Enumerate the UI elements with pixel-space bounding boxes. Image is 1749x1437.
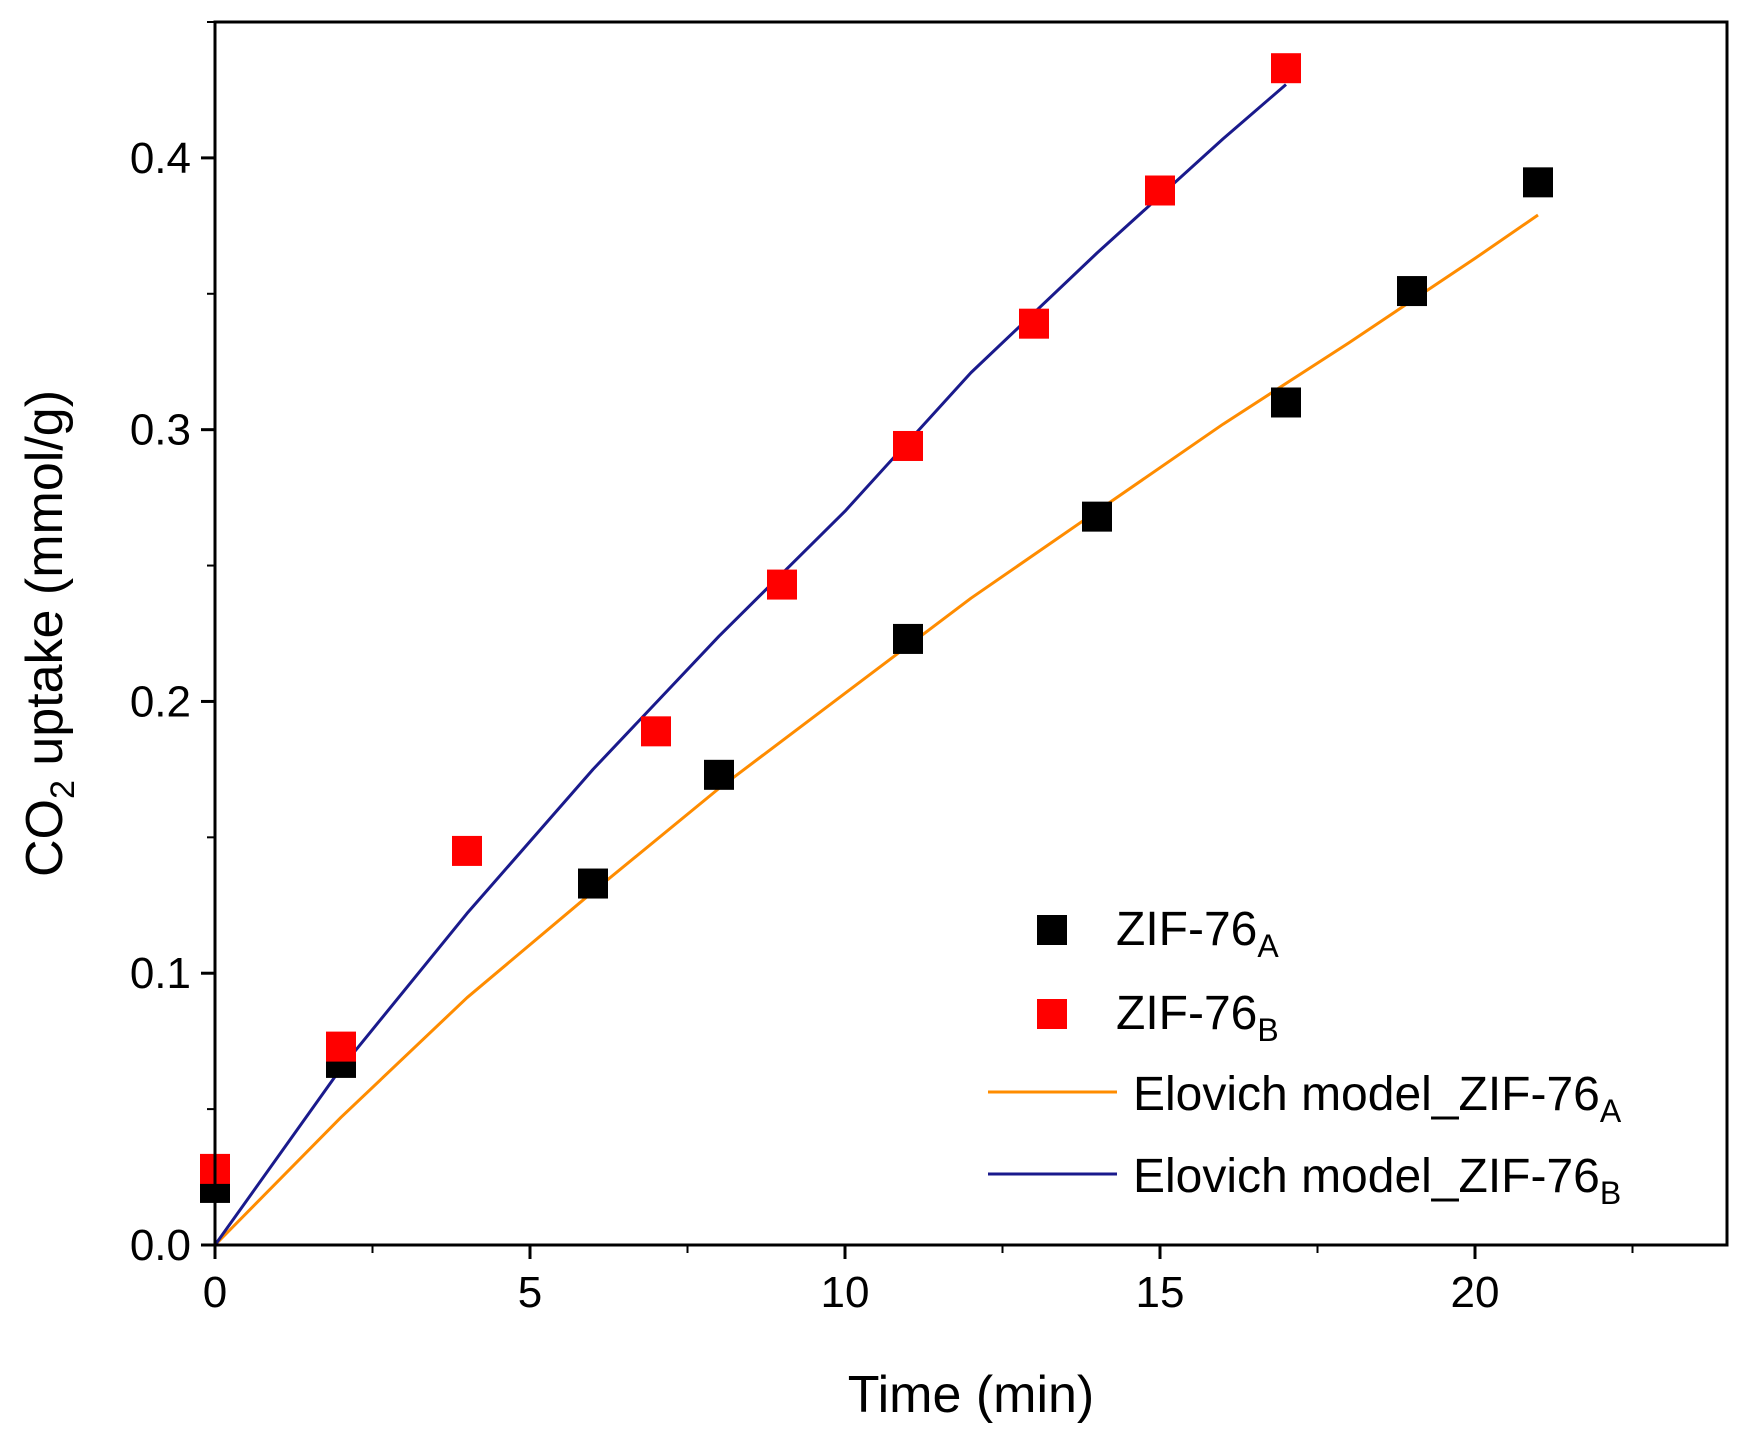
x-tick-label: 20 [1451,1268,1500,1317]
data-point-series-0 [1523,167,1553,198]
data-point-series-1 [1271,53,1301,84]
legend-label-elovich-a: Elovich model_ZIF-76A [1133,1068,1622,1129]
data-point-series-0 [1397,276,1427,307]
x-tick-label: 10 [821,1268,870,1317]
legend-swatch-zif76a [1037,915,1067,945]
plot-frame [213,20,1729,1247]
x-tick-label: 15 [1136,1268,1185,1317]
y-axis-title-rest: uptake (mmol/g) [16,390,74,780]
data-point-series-1 [641,716,671,747]
data-point-series-1 [452,835,482,866]
y-axis-title: CO2 uptake (mmol/g) [16,390,82,877]
y-tick-label: 0.4 [130,134,191,183]
data-point-series-1 [1145,175,1175,206]
legend-label-zif76a-sub: A [1257,928,1279,964]
legend-label-zif76b-main: ZIF-76 [1116,987,1257,1040]
legend-label-zif76a-main: ZIF-76 [1116,903,1257,956]
x-axis-title: Time (min) [848,1366,1095,1424]
legend-label-elovich-a-main: Elovich model_ZIF-76 [1133,1068,1600,1121]
legend-label-zif76b: ZIF-76B [1116,987,1279,1048]
ticks-layer: 0 5 10 15 20 0.0 0.1 0.2 0.3 0.4 [130,21,1634,1317]
data-point-series-0 [578,868,608,899]
data-point-series-1 [767,569,797,600]
data-point-series-0 [893,623,923,654]
data-point-series-1 [893,430,923,461]
data-point-series-0 [1082,501,1112,532]
data-point-series-1 [326,1031,356,1062]
y-tick-label: 0.3 [130,406,191,455]
y-tick-label: 0.0 [130,1221,191,1270]
data-point-series-0 [1271,387,1301,418]
legend-label-elovich-b: Elovich model_ZIF-76B [1133,1150,1621,1211]
x-tick-label: 0 [203,1268,227,1317]
legend-label-elovich-a-sub: A [1600,1093,1622,1129]
legend: ZIF-76A ZIF-76B Elovich model_ZIF-76A El… [988,903,1622,1211]
data-point-series-1 [1019,308,1049,339]
x-tick-label: 5 [518,1268,542,1317]
marks-layer [200,53,1553,1247]
legend-label-zif76a: ZIF-76A [1116,903,1279,964]
legend-label-zif76b-sub: B [1257,1012,1278,1048]
legend-swatch-zif76b [1037,999,1067,1029]
legend-label-elovich-b-sub: B [1600,1175,1621,1211]
y-tick-label: 0.2 [130,677,191,726]
legend-label-elovich-b-main: Elovich model_ZIF-76 [1133,1150,1600,1203]
y-axis-title-subscript: 2 [44,780,82,799]
y-tick-label: 0.1 [130,949,191,998]
y-axis-title-main: CO [16,799,74,877]
data-point-series-0 [704,759,734,790]
